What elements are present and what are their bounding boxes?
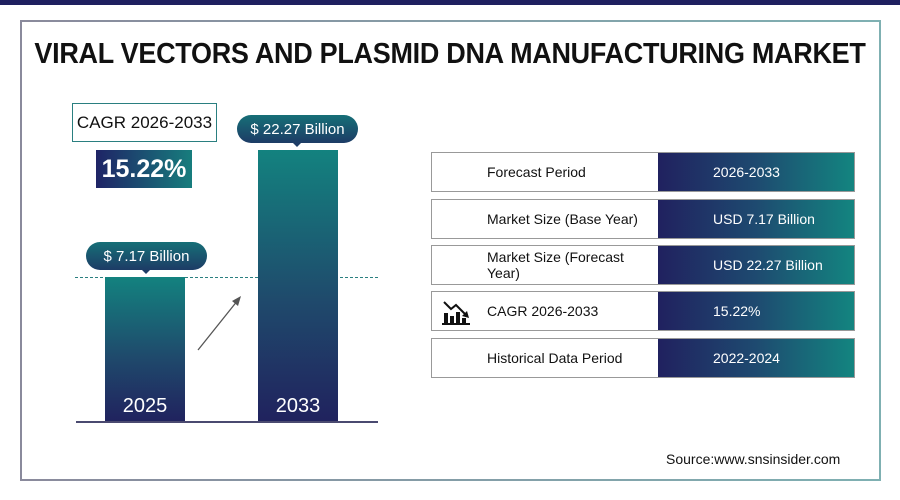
table-row: Market Size (Base Year) USD 7.17 Billion [431, 199, 855, 239]
bar-label-2033: 2033 [275, 395, 321, 417]
row-label-text: Historical Data Period [487, 350, 623, 366]
row-label: Market Size (Forecast Year) [432, 246, 658, 284]
bar-2025: 2025 [105, 277, 185, 422]
reference-dashed-line [75, 277, 378, 278]
cagr-label: CAGR 2026-2033 [72, 103, 217, 142]
growth-arrow-icon [197, 296, 241, 351]
row-value: USD 7.17 Billion [658, 200, 854, 238]
row-label-text: Forecast Period [487, 164, 586, 180]
page-title: VIRAL VECTORS AND PLASMID DNA MANUFACTUR… [34, 38, 866, 70]
bar-2033: 2033 [258, 150, 338, 422]
row-label: Forecast Period [432, 153, 658, 191]
chart-decline-icon [442, 301, 470, 325]
source-text: Source:www.snsinsider.com [666, 451, 841, 467]
table-row: CAGR 2026-2033 15.22% [431, 291, 855, 331]
baseline [76, 421, 378, 423]
table-row: Market Size (Forecast Year) USD 22.27 Bil… [431, 245, 855, 285]
data-label-2033: $ 22.27 Billion [237, 115, 358, 147]
row-label-text: Market Size (Forecast Year) [487, 249, 624, 281]
row-label: Market Size (Base Year) [432, 200, 658, 238]
table-row: Forecast Period 2026-2033 [431, 152, 855, 192]
row-label: Historical Data Period [432, 339, 658, 377]
row-label: CAGR 2026-2033 [432, 292, 658, 330]
cagr-value: 15.22% [96, 150, 192, 188]
row-value: 2026-2033 [658, 153, 854, 191]
data-label-2025: $ 7.17 Billion [86, 242, 207, 274]
bar-label-2025: 2025 [122, 395, 168, 417]
row-label-text: Market Size (Base Year) [487, 211, 638, 227]
table-row: Historical Data Period 2022-2024 [431, 338, 855, 378]
row-value: 2022-2024 [658, 339, 854, 377]
top-bar [0, 0, 900, 5]
row-label-text: CAGR 2026-2033 [487, 303, 599, 319]
row-value: 15.22% [658, 292, 854, 330]
row-value: USD 22.27 Billion [658, 246, 854, 284]
